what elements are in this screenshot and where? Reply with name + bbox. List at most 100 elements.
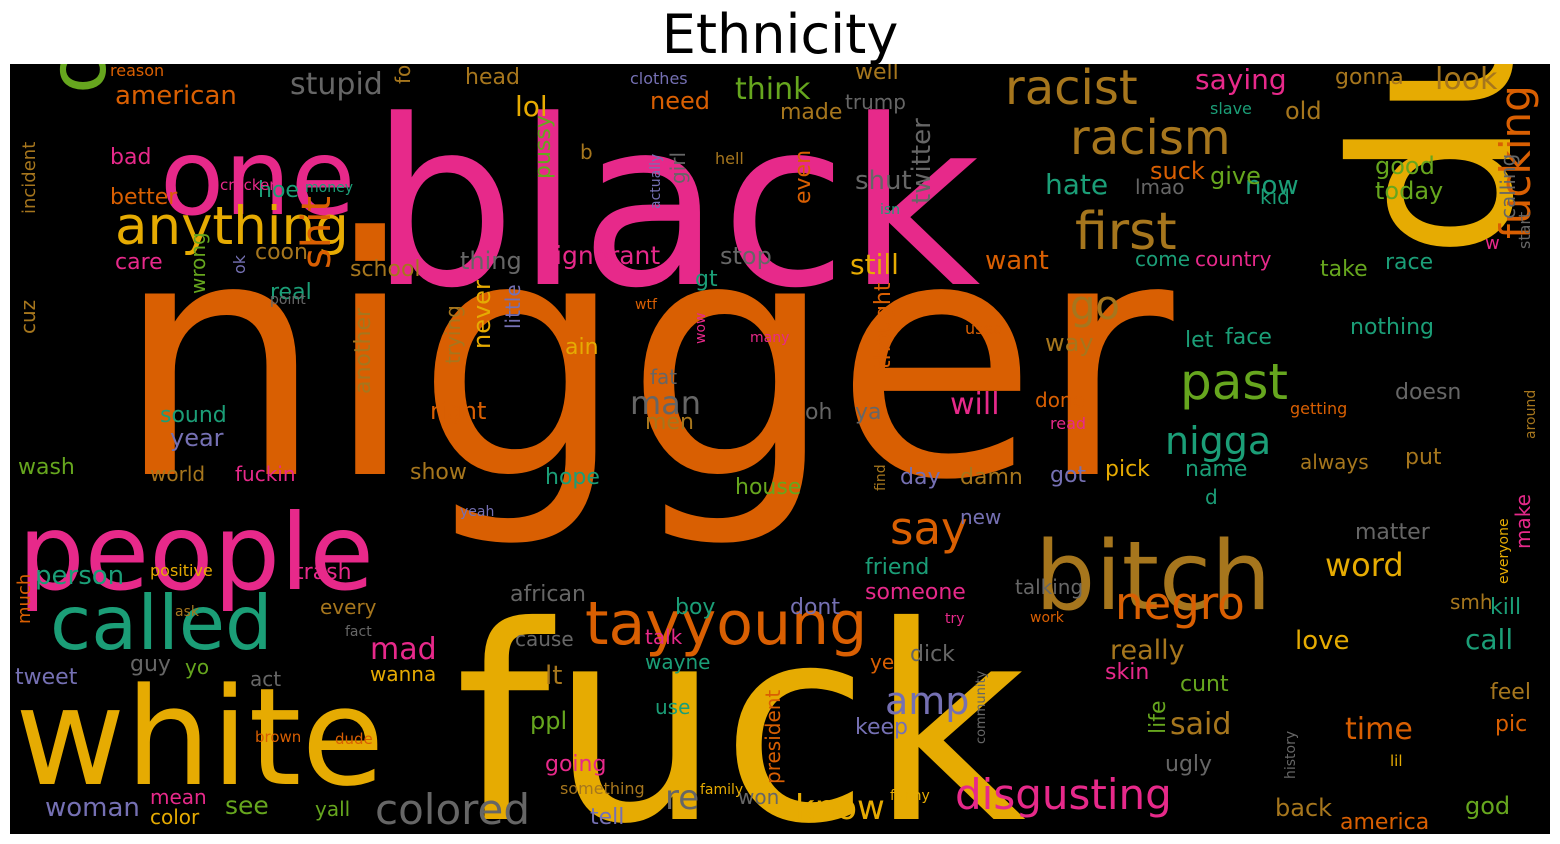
cloud-word-always: always bbox=[1300, 450, 1369, 474]
cloud-word-trying: trying bbox=[441, 305, 465, 364]
cloud-word-negro: negro bbox=[1115, 577, 1245, 630]
cloud-word-new: new bbox=[960, 505, 1001, 529]
cloud-word-cracker: cracker bbox=[220, 176, 276, 194]
cloud-word-fat: fat bbox=[650, 365, 677, 389]
cloud-word-damn: damn bbox=[960, 465, 1023, 490]
cloud-word-kid: kid bbox=[1260, 185, 1290, 209]
cloud-word-nigga: nigga bbox=[1165, 419, 1271, 463]
cloud-word-lmao: lmao bbox=[1135, 175, 1185, 199]
cloud-word-lt: lt bbox=[545, 661, 562, 691]
cloud-word-another: another bbox=[351, 307, 376, 394]
cloud-word-ppl: ppl bbox=[530, 707, 567, 735]
cloud-word-fuckin: fuckin bbox=[235, 462, 296, 486]
cloud-word-stop: stop bbox=[720, 242, 772, 270]
cloud-word-need: need bbox=[650, 87, 710, 115]
cloud-word-saying: saying bbox=[1195, 64, 1287, 96]
cloud-word-start: start bbox=[1515, 212, 1534, 249]
cloud-word-use: use bbox=[655, 695, 690, 719]
cloud-word-hell: hell bbox=[715, 149, 744, 168]
cloud-word-called: called bbox=[50, 579, 273, 667]
cloud-word-ye: ye bbox=[870, 650, 894, 674]
cloud-word-made: made bbox=[780, 100, 842, 125]
cloud-word-boy: boy bbox=[675, 595, 715, 620]
cloud-word-mad: mad bbox=[370, 632, 437, 667]
cloud-word-african: african bbox=[510, 582, 586, 607]
cloud-word-never: never bbox=[468, 280, 496, 349]
cloud-word-cuz: cuz bbox=[16, 300, 40, 334]
cloud-word-know: know bbox=[795, 788, 885, 828]
cloud-word-find: find bbox=[873, 464, 889, 491]
cloud-word-still: still bbox=[850, 248, 899, 281]
cloud-word-work: work bbox=[1030, 610, 1065, 626]
cloud-word-cunt: cunt bbox=[1180, 672, 1229, 697]
cloud-word-wash: wash bbox=[18, 455, 75, 480]
cloud-word-year: year bbox=[170, 424, 224, 452]
cloud-word-coon: coon bbox=[255, 240, 308, 265]
cloud-word-won: won bbox=[738, 785, 779, 809]
cloud-word-take: take bbox=[1320, 257, 1368, 282]
cloud-word-hate: hate bbox=[1045, 168, 1108, 201]
cloud-word-house: house bbox=[735, 475, 801, 500]
cloud-word-bitch: bitch bbox=[1035, 522, 1271, 632]
cloud-word-cause: cause bbox=[515, 627, 574, 651]
cloud-word-brown: brown bbox=[255, 728, 301, 746]
cloud-word-today: today bbox=[1375, 177, 1443, 205]
cloud-word-tell: tell bbox=[590, 805, 624, 830]
cloud-word-act: act bbox=[250, 667, 281, 691]
cloud-word-got: got bbox=[1050, 463, 1086, 488]
cloud-word-thought: thought bbox=[871, 282, 896, 369]
cloud-word-around: around bbox=[1523, 390, 1539, 439]
cloud-word-racist: racist bbox=[1005, 64, 1138, 116]
cloud-word-right: right bbox=[430, 397, 486, 425]
cloud-word-isn: isn bbox=[880, 202, 900, 218]
cloud-word-racism: racism bbox=[1070, 110, 1231, 166]
cloud-word-dont: dont bbox=[790, 595, 840, 620]
cloud-word-head: head bbox=[465, 65, 520, 90]
cloud-word-tayyoung: tayyoung bbox=[585, 589, 867, 659]
cloud-word-w: w bbox=[1485, 233, 1500, 254]
cloud-word-black: black bbox=[370, 72, 981, 339]
cloud-word-put: put bbox=[1405, 445, 1442, 470]
cloud-word-suck: suck bbox=[1150, 157, 1205, 185]
cloud-word-actually: actually bbox=[648, 154, 664, 209]
cloud-word-country: country bbox=[1195, 247, 1272, 271]
cloud-word-real: real bbox=[270, 280, 312, 305]
cloud-word-used: used bbox=[965, 319, 1003, 338]
cloud-word-try: try bbox=[945, 611, 965, 627]
cloud-word-nothing: nothing bbox=[1350, 315, 1434, 340]
cloud-word-amp: amp bbox=[885, 679, 969, 723]
cloud-word-first: first bbox=[1075, 202, 1177, 262]
page-title: Ethnicity bbox=[661, 3, 899, 66]
cloud-word-yo: yo bbox=[185, 655, 209, 679]
cloud-word-nigger: nigger bbox=[115, 168, 1177, 552]
cloud-word-dude: dude bbox=[335, 730, 373, 748]
cloud-word-man: man bbox=[630, 384, 701, 422]
cloud-word-something: something bbox=[560, 779, 645, 798]
cloud-word-day: day bbox=[900, 465, 940, 490]
cloud-word-yall: yall bbox=[315, 797, 350, 821]
cloud-word-someone: someone bbox=[865, 580, 966, 605]
cloud-word-want: want bbox=[985, 246, 1049, 276]
cloud-word-kill: kill bbox=[1490, 595, 1521, 620]
cloud-word-talk: talk bbox=[645, 625, 683, 649]
cloud-word-folk: folk bbox=[391, 64, 415, 84]
cloud-word-pic: pic bbox=[1495, 712, 1527, 737]
cloud-word-give: give bbox=[1210, 162, 1261, 190]
cloud-word-will: will bbox=[950, 387, 1000, 422]
cloud-word-done: done bbox=[1035, 388, 1085, 412]
cloud-word-positive: positive bbox=[150, 561, 213, 580]
cloud-word-ugly: ugly bbox=[1165, 752, 1212, 777]
cloud-word-ignorant: ignorant bbox=[555, 241, 660, 270]
cloud-word-make: make bbox=[1511, 494, 1535, 549]
cloud-word-wtf: wtf bbox=[635, 297, 658, 313]
cloud-word-now: now bbox=[1245, 171, 1299, 201]
cloud-word-tweet: tweet bbox=[15, 665, 78, 690]
cloud-word-funny: funny bbox=[890, 788, 930, 804]
cloud-word-dumb: dumb bbox=[1306, 64, 1550, 259]
cloud-word-family: family bbox=[700, 782, 743, 798]
cloud-word-come: come bbox=[1135, 247, 1190, 271]
cloud-word-way: way bbox=[1045, 329, 1094, 357]
cloud-word-even: even bbox=[791, 150, 816, 204]
cloud-word-friend: friend bbox=[865, 555, 929, 580]
cloud-word-wow: wow bbox=[693, 313, 709, 344]
